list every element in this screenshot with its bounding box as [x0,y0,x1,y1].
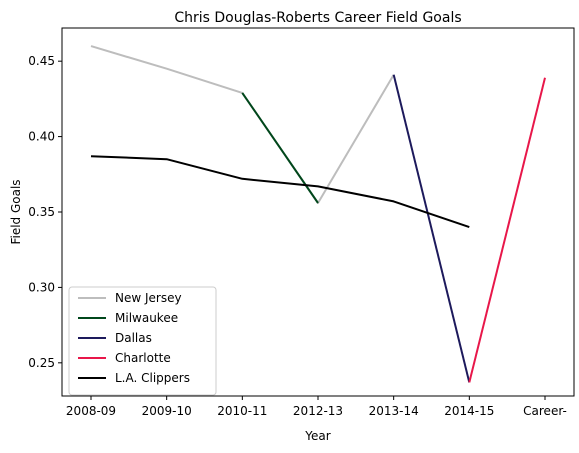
plot-area [90,45,546,383]
y-tick-label: 0.40 [28,130,55,144]
x-tick-label: 2013-14 [369,404,419,418]
x-tick-label: 2009-10 [142,404,192,418]
legend-label: Milwaukee [115,311,178,325]
chart-title: Chris Douglas-Roberts Career Field Goals [174,10,461,26]
x-tick-label: 2010-11 [217,404,267,418]
y-tick-label: 0.35 [28,205,55,219]
y-axis-label: Field Goals [9,179,23,244]
y-tick-label: 0.30 [28,280,55,294]
series-line-4 [90,155,470,229]
y-tick-label: 0.45 [28,54,55,68]
x-tick-label: 2014-15 [444,404,494,418]
legend: New Jersey Milwaukee Dallas Charlotte L.A. C… [68,286,217,396]
x-tick-label: 2012-13 [293,404,343,418]
series-line-3 [468,77,546,383]
legend-label: New Jersey [115,291,182,305]
y-axis: 0.25 0.30 0.35 0.40 0.45 [28,54,62,370]
x-tick-label: Career- [523,404,567,418]
x-axis: 2008-09 2009-10 2010-11 2012-13 2013-14 2014-… [66,396,567,418]
x-axis-label: Year [304,429,330,443]
series-line-2 [392,74,471,383]
legend-label: Charlotte [115,351,171,365]
series-line-1 [241,92,319,204]
legend-box [68,286,217,396]
x-tick-label: 2008-09 [66,404,116,418]
legend-label: Dallas [115,331,152,345]
legend-label: L.A. Clippers [115,371,190,385]
y-tick-label: 0.25 [28,356,55,370]
